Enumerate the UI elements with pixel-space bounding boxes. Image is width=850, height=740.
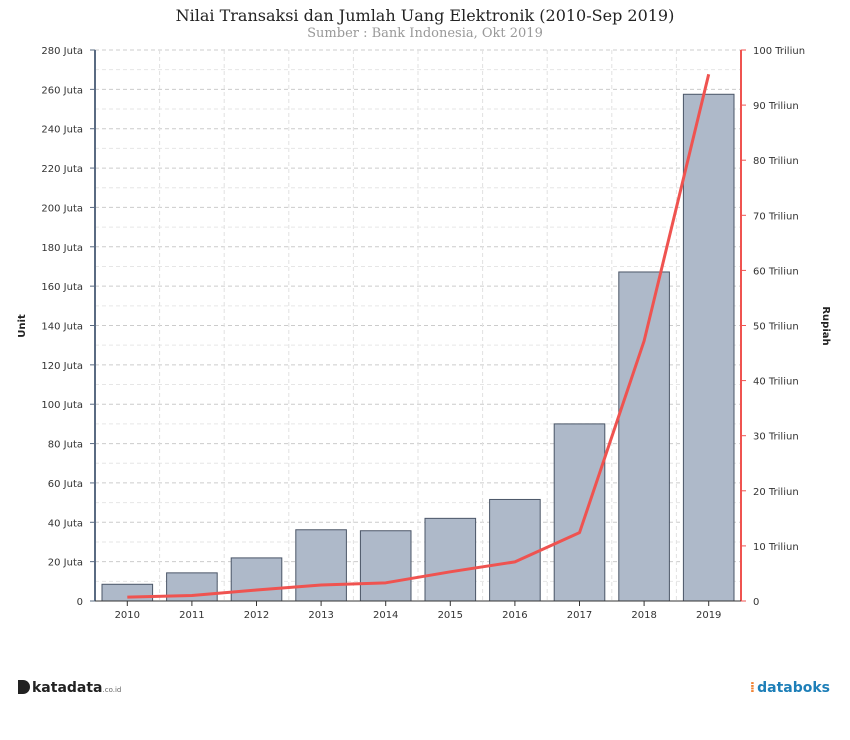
y-tick-label-left: 0 bbox=[77, 597, 83, 608]
databoks-logo-text: databoks bbox=[757, 680, 830, 696]
katadata-logo-suffix: .co.id bbox=[102, 686, 122, 694]
x-tick-label: 2016 bbox=[502, 610, 527, 621]
bar-2016 bbox=[489, 498, 541, 602]
x-tick-label: 2019 bbox=[696, 610, 721, 621]
y-tick-label-right: 40 Triliun bbox=[753, 377, 799, 388]
x-tick-label: 2011 bbox=[179, 610, 204, 621]
y-tick-label-left: 40 Juta bbox=[48, 518, 83, 529]
bar-2018 bbox=[618, 271, 670, 602]
x-tick-label: 2015 bbox=[438, 610, 463, 621]
chart-title: Nilai Transaksi dan Jumlah Uang Elektron… bbox=[175, 6, 675, 25]
y-tick-label-right: 80 Triliun bbox=[753, 156, 799, 167]
y-tick-label-right: 20 Triliun bbox=[753, 487, 799, 498]
y-tick-label-left: 20 Juta bbox=[48, 558, 83, 569]
y-tick-label-left: 160 Juta bbox=[41, 282, 83, 293]
y-tick-label-left: 120 Juta bbox=[41, 361, 83, 372]
y-tick-label-right: 60 Triliun bbox=[753, 266, 799, 277]
x-tick-label: 2013 bbox=[308, 610, 333, 621]
databoks-mark-icon: ⁞ bbox=[749, 680, 756, 696]
y-tick-label-left: 140 Juta bbox=[41, 322, 83, 333]
y-tick-label-right: 70 Triliun bbox=[753, 211, 799, 222]
bar-2015 bbox=[424, 517, 477, 602]
x-tick-label: 2017 bbox=[567, 610, 592, 621]
y-tick-label-right: 50 Triliun bbox=[753, 322, 799, 333]
y-tick-label-left: 180 Juta bbox=[41, 243, 83, 254]
y-tick-label-left: 60 Juta bbox=[48, 479, 83, 490]
x-tick-label: 2018 bbox=[631, 610, 656, 621]
y-tick-label-right: 0 bbox=[753, 597, 759, 608]
bar-2014 bbox=[359, 530, 412, 602]
bar-2013 bbox=[295, 529, 347, 602]
x-tick-label: 2012 bbox=[244, 610, 269, 621]
y-axis-label-left: Unit bbox=[17, 314, 28, 338]
y-tick-label-left: 280 Juta bbox=[41, 46, 83, 57]
y-tick-label-left: 260 Juta bbox=[41, 85, 83, 96]
databoks-logo: ⁞ databoks bbox=[750, 680, 830, 696]
bar-2010 bbox=[101, 583, 154, 602]
chart-subtitle: Sumber : Bank Indonesia, Okt 2019 bbox=[307, 26, 543, 41]
x-tick-label: 2010 bbox=[115, 610, 140, 621]
chart: 0 20 Juta 40 Juta 60 Juta 80 Juta 100 Juta 120… bbox=[17, 46, 831, 621]
y-tick-label-left: 220 Juta bbox=[41, 164, 83, 175]
katadata-logo-text: katadata bbox=[32, 680, 103, 696]
bar-2012 bbox=[230, 557, 283, 602]
katadata-mark-icon bbox=[18, 680, 30, 694]
y-tick-label-right: 100 Triliun bbox=[753, 46, 805, 57]
y-tick-label-left: 80 Juta bbox=[48, 440, 83, 451]
y-tick-label-right: 10 Triliun bbox=[753, 542, 799, 553]
y-tick-label-right: 90 Triliun bbox=[753, 101, 799, 112]
y-tick-label-left: 100 Juta bbox=[41, 400, 83, 411]
y-tick-label-right: 30 Triliun bbox=[753, 432, 799, 443]
y-axis-label-right: Rupiah bbox=[820, 306, 831, 345]
bar-2017 bbox=[553, 423, 606, 602]
line-series-rupiah bbox=[127, 73, 711, 599]
bar-2019 bbox=[682, 93, 735, 602]
y-tick-label-left: 200 Juta bbox=[41, 203, 83, 214]
katadata-logo: katadata.co.id bbox=[18, 680, 121, 696]
y-tick-label-left: 240 Juta bbox=[41, 125, 83, 136]
x-tick-label: 2014 bbox=[373, 610, 398, 621]
